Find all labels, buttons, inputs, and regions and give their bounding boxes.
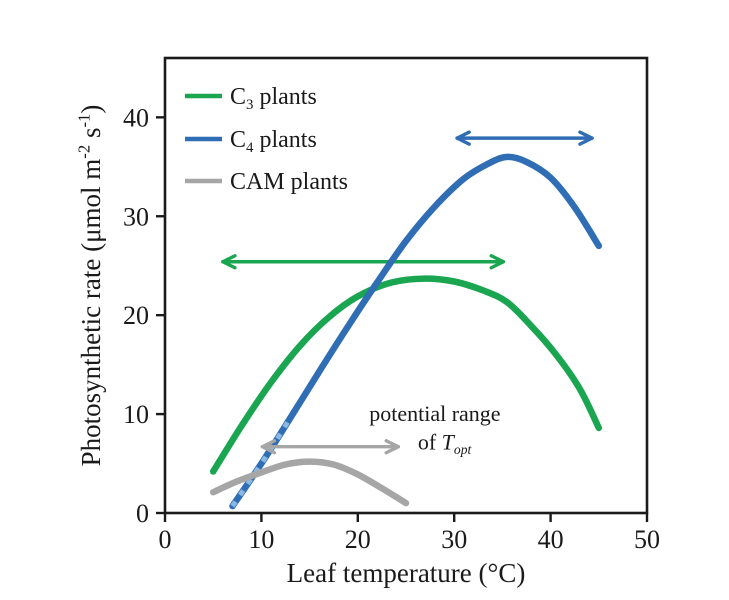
curve-c3-plants bbox=[209, 275, 603, 475]
y-tick-label-10: 10 bbox=[123, 400, 149, 429]
x-axis-label: Leaf temperature (°C) bbox=[287, 558, 526, 588]
curve-cam-plants bbox=[209, 458, 410, 507]
legend-item-c4-plants: C4 plants bbox=[185, 127, 317, 156]
topt-range-arrow-cam-plants bbox=[260, 439, 400, 455]
legend-item-c3-plants: C3 plants bbox=[185, 84, 317, 113]
y-axis-label: Photosynthetic rate (μmol m-2 s-1) bbox=[75, 105, 106, 467]
annotation-line-1: potential range bbox=[369, 401, 500, 426]
x-tick-label-50: 50 bbox=[634, 525, 660, 554]
y-tick-label-0: 0 bbox=[136, 499, 149, 528]
topt-range-arrow-c3-plants bbox=[221, 254, 506, 270]
legend-label-c4-plants: C4 plants bbox=[230, 127, 317, 156]
y-tick-label-20: 20 bbox=[123, 301, 149, 330]
legend-label-c3-plants: C3 plants bbox=[230, 84, 317, 113]
x-tick-label-0: 0 bbox=[159, 525, 172, 554]
annotation-line-2: of Topt bbox=[418, 430, 473, 457]
curve-c4-plants bbox=[229, 153, 603, 510]
x-tick-label-10: 10 bbox=[248, 525, 274, 554]
x-tick-label-40: 40 bbox=[538, 525, 564, 554]
x-tick-label-20: 20 bbox=[345, 525, 371, 554]
y-tick-label-30: 30 bbox=[123, 202, 149, 231]
x-tick-label-30: 30 bbox=[441, 525, 467, 554]
y-tick-label-40: 40 bbox=[123, 103, 149, 132]
plot-border bbox=[163, 56, 649, 515]
topt-range-arrow-c4-plants bbox=[455, 130, 594, 146]
legend: C3 plants C4 plants CAM plants bbox=[185, 84, 348, 195]
legend-item-cam-plants: CAM plants bbox=[185, 169, 348, 195]
axes: 0 10 20 30 40 50 0 10 20 30 40 bbox=[123, 56, 660, 554]
legend-label-cam-plants: CAM plants bbox=[230, 169, 348, 195]
